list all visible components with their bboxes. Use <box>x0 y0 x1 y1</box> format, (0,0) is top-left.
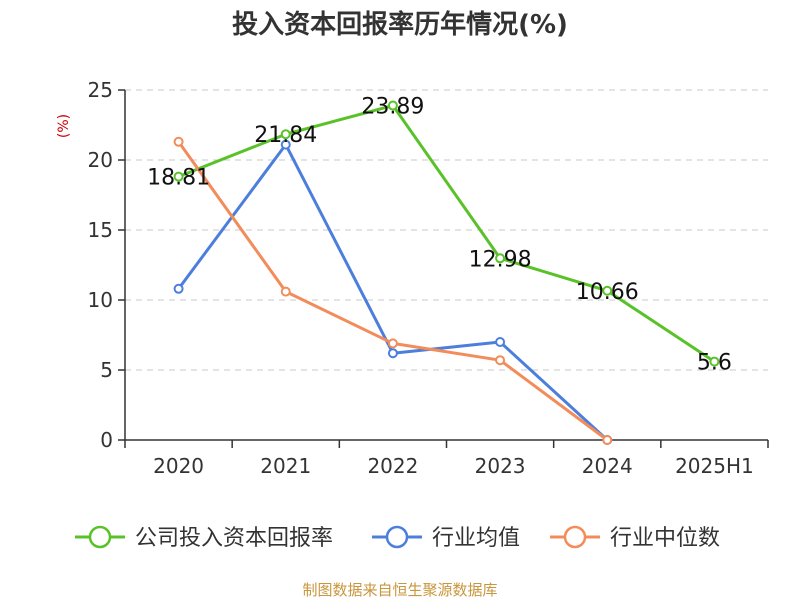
series-lines <box>173 100 720 445</box>
series-line-2 <box>177 140 609 442</box>
data-point <box>387 100 398 111</box>
y-tick-label: 5 <box>100 358 113 382</box>
data-point <box>173 136 184 147</box>
legend-label: 公司投入资本回报率 <box>135 526 333 551</box>
x-tick-label: 2023 <box>475 454 526 478</box>
data-point <box>495 253 506 264</box>
chart-title: 投入资本回报率历年情况(%) <box>232 9 568 40</box>
data-label: 18.81 <box>147 166 210 191</box>
data-label: 5.6 <box>697 351 732 376</box>
legend-label: 行业中位数 <box>610 526 720 551</box>
data-point <box>387 338 398 349</box>
legend-marker <box>563 525 587 549</box>
legend-marker <box>385 525 409 549</box>
data-point <box>495 355 506 366</box>
data-label: 12.98 <box>469 247 532 272</box>
y-tick-labels: 0 5 10 15 20 25 <box>88 78 113 452</box>
x-tick-labels: 2020 2021 2022 2023 2024 2025H1 <box>153 454 754 478</box>
data-point <box>173 283 184 294</box>
x-tick-label: 2021 <box>260 454 311 478</box>
gridlines <box>125 89 768 371</box>
data-point <box>709 356 720 367</box>
legend-item: 行业均值 <box>372 525 520 551</box>
x-tick-label: 2020 <box>153 454 204 478</box>
data-point <box>602 285 613 296</box>
data-point <box>280 129 291 140</box>
series-line-1 <box>177 143 609 442</box>
data-label: 21.84 <box>254 123 317 148</box>
legend: 公司投入资本回报率 行业均值 行业中位数 <box>75 525 720 551</box>
data-point <box>387 348 398 359</box>
axes <box>118 89 769 448</box>
legend-marker <box>88 525 112 549</box>
legend-item: 公司投入资本回报率 <box>75 525 333 551</box>
y-tick-label: 20 <box>88 148 113 172</box>
y-tick-label: 15 <box>88 218 113 242</box>
x-tick-label: 2022 <box>367 454 418 478</box>
y-axis-label: (%) <box>56 114 72 138</box>
data-label: 23.89 <box>361 95 424 120</box>
series-line-0 <box>178 104 716 363</box>
y-tick-label: 25 <box>88 78 113 102</box>
x-tick-label: 2025H1 <box>675 454 754 478</box>
legend-label: 行业均值 <box>432 526 520 551</box>
y-tick-label: 10 <box>88 288 113 312</box>
x-tick-label: 2024 <box>582 454 633 478</box>
data-point <box>602 435 613 445</box>
y-tick-label: 0 <box>100 428 113 452</box>
data-labels: 18.81 21.84 23.89 12.98 10.66 5.6 <box>147 95 732 376</box>
legend-item: 行业中位数 <box>550 525 720 551</box>
data-point <box>173 171 184 182</box>
data-source-note: 制图数据来自恒生聚源数据库 <box>302 581 497 599</box>
data-point <box>280 286 291 297</box>
data-point <box>280 139 291 150</box>
data-label: 10.66 <box>576 280 639 305</box>
data-point <box>495 337 506 347</box>
